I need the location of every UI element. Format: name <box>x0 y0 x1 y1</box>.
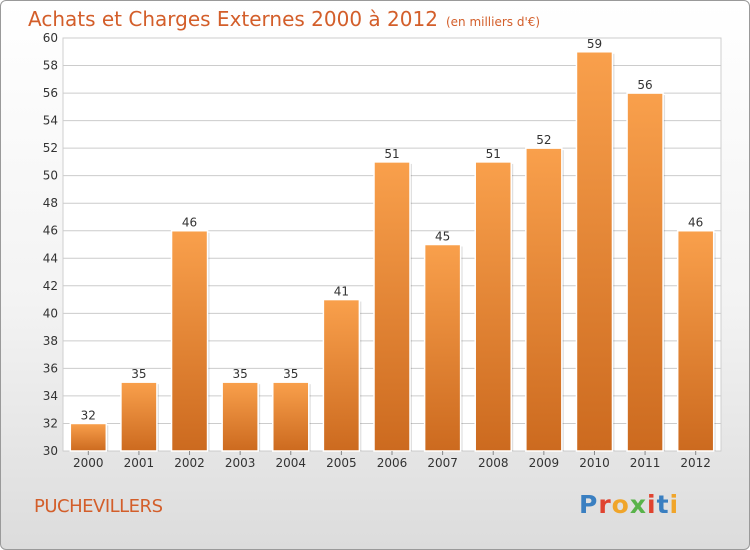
data-label: 35 <box>283 367 298 381</box>
chart-subtitle: (en milliers d'€) <box>445 15 541 29</box>
data-label: 59 <box>587 37 602 51</box>
data-label: 56 <box>637 78 652 92</box>
x-tick-label: 2012 <box>680 456 711 470</box>
y-tick-label: 52 <box>43 141 58 155</box>
bar-2000 <box>69 422 108 452</box>
x-tick-label: 2003 <box>225 456 256 470</box>
bar-2010 <box>575 51 614 452</box>
x-axis-ticks: 2000 2001 2002 2003 2004 2005 2006 2007 2008 2009… <box>73 451 711 470</box>
logo-letter: r <box>598 490 612 519</box>
y-tick-label: 38 <box>43 334 58 348</box>
bar-2012 <box>676 229 715 452</box>
logo-letter: o <box>611 490 630 519</box>
data-label: 35 <box>131 367 146 381</box>
y-tick-label: 42 <box>43 279 58 293</box>
x-tick-label: 2002 <box>174 456 205 470</box>
y-tick-label: 56 <box>43 86 58 100</box>
y-tick-label: 40 <box>43 306 58 320</box>
bar-2011 <box>626 92 664 452</box>
data-label: 51 <box>486 147 501 161</box>
data-label: 45 <box>435 230 450 244</box>
logo-letter: i <box>647 490 657 519</box>
proxiti-logo[interactable]: Proxiti <box>579 490 679 519</box>
chart-title-text: Achats et Charges Externes 2000 à 2012 <box>28 7 438 31</box>
y-tick-label: 58 <box>43 59 58 73</box>
x-tick-label: 2008 <box>478 456 509 470</box>
x-tick-label: 2007 <box>427 456 458 470</box>
y-tick-label: 60 <box>43 31 58 45</box>
data-label: 51 <box>384 147 399 161</box>
logo-letter: i <box>669 490 680 519</box>
bars: 32 35 46 35 35 41 51 45 51 52 59 56 46 <box>69 37 716 452</box>
x-tick-label: 2009 <box>529 456 560 470</box>
bar-2003 <box>221 381 259 452</box>
logo-letter: x <box>629 490 647 519</box>
y-tick-label: 48 <box>43 196 58 210</box>
data-label: 41 <box>334 285 349 299</box>
y-tick-label: 46 <box>43 224 58 238</box>
y-axis-ticks: 30 32 34 36 38 40 42 44 46 48 50 52 54 56 58 60 <box>43 31 58 458</box>
bar-2002 <box>170 229 209 452</box>
bar-2007 <box>423 243 462 452</box>
data-label: 52 <box>536 133 551 147</box>
data-label: 46 <box>688 216 703 230</box>
bar-2006 <box>373 161 411 452</box>
chart-title: Achats et Charges Externes 2000 à 2012 (e… <box>28 7 540 31</box>
x-tick-label: 2000 <box>73 456 104 470</box>
x-tick-label: 2005 <box>326 456 357 470</box>
y-tick-label: 54 <box>43 114 58 128</box>
bar-2008 <box>474 161 512 452</box>
city-name: PUCHEVILLERS <box>34 496 163 517</box>
data-label: 35 <box>233 367 248 381</box>
data-label: 46 <box>182 216 197 230</box>
y-tick-label: 30 <box>43 444 58 458</box>
x-tick-label: 2006 <box>377 456 408 470</box>
data-label: 32 <box>81 408 96 422</box>
bar-2009 <box>525 147 563 452</box>
y-tick-label: 50 <box>43 169 58 183</box>
y-tick-label: 44 <box>43 251 58 265</box>
logo-letter: t <box>656 490 670 519</box>
x-tick-label: 2011 <box>630 456 661 470</box>
x-tick-label: 2010 <box>579 456 610 470</box>
y-tick-label: 36 <box>43 361 58 375</box>
logo-letter: P <box>579 490 599 519</box>
x-tick-label: 2001 <box>124 456 155 470</box>
bar-2004 <box>272 381 310 452</box>
bar-2001 <box>120 381 158 452</box>
y-tick-label: 34 <box>43 389 58 403</box>
bar-2005 <box>322 298 361 452</box>
x-tick-label: 2004 <box>275 456 306 470</box>
y-tick-label: 32 <box>43 416 58 430</box>
